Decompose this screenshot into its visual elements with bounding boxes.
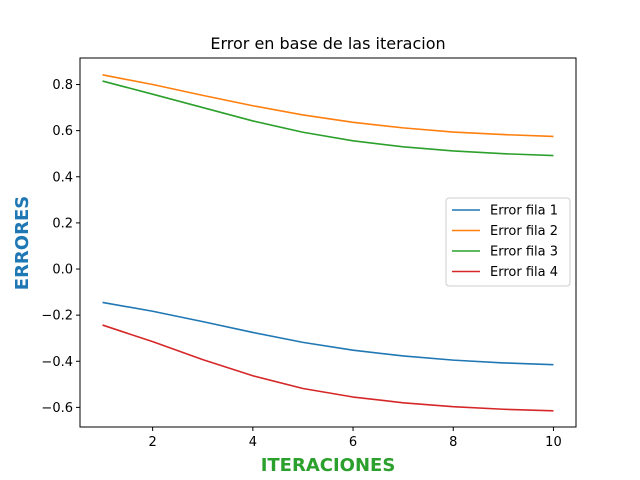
- legend-label: Error fila 4: [490, 265, 558, 280]
- y-tick-label: 0.8: [52, 78, 73, 93]
- series-line-2: [102, 74, 554, 138]
- y-tick-label: 0.0: [52, 263, 73, 278]
- legend-label: Error fila 3: [490, 245, 558, 260]
- y-tick-label: 0.2: [52, 216, 73, 231]
- chart-title: Error en base de las iteracion: [210, 34, 445, 53]
- y-tick-label: −0.2: [41, 309, 73, 324]
- series-line-1: [102, 301, 554, 366]
- x-axis-label: ITERACIONES: [261, 455, 396, 476]
- series-layer: [102, 74, 554, 412]
- x-tick-label: 2: [149, 435, 157, 450]
- y-axis-label: ERRORES: [12, 196, 33, 290]
- axes-layer: 2 4 6 8 10 −0.6 −0.4 −0.2 0.0 0.2 0.4 0.6 0.8: [41, 78, 561, 450]
- plot-frame: [79, 57, 577, 428]
- x-tick-label: 4: [249, 435, 257, 450]
- x-tick-label: 10: [545, 435, 562, 450]
- y-tick-label: −0.4: [41, 355, 73, 370]
- legend: Error fila 1 Error fila 2 Error fila 3 Erro…: [445, 197, 571, 287]
- series-line-4: [102, 324, 554, 412]
- y-tick-label: 0.6: [52, 124, 73, 139]
- legend-box: [445, 197, 571, 287]
- legend-label: Error fila 1: [490, 204, 558, 219]
- x-tick-label: 8: [449, 435, 457, 450]
- series-line-3: [102, 80, 554, 157]
- y-tick-label: −0.6: [41, 401, 73, 416]
- x-tick-label: 6: [349, 435, 357, 450]
- legend-label: Error fila 2: [490, 224, 558, 239]
- y-tick-label: 0.4: [52, 170, 73, 185]
